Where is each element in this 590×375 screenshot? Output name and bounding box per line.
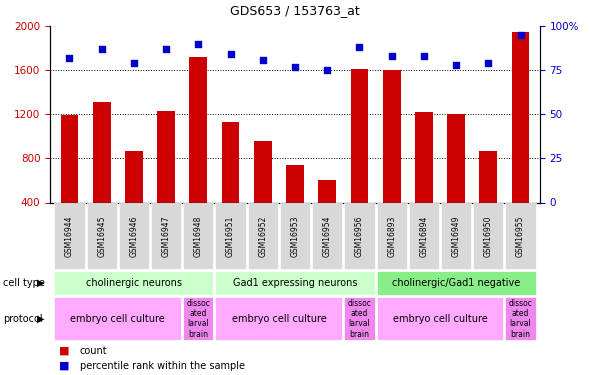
Point — [258, 57, 267, 63]
Bar — [280, 203, 310, 269]
Text: GSM16949: GSM16949 — [451, 216, 461, 257]
Bar — [254, 141, 271, 247]
Bar — [248, 203, 278, 269]
Text: GSM16954: GSM16954 — [323, 216, 332, 257]
Text: GSM16955: GSM16955 — [516, 216, 525, 257]
Point — [419, 53, 428, 59]
Text: GSM16953: GSM16953 — [290, 216, 300, 257]
Point — [484, 60, 493, 66]
Text: GSM16952: GSM16952 — [258, 216, 267, 257]
Text: count: count — [80, 346, 107, 355]
Bar — [473, 203, 503, 269]
Bar — [506, 297, 536, 340]
Bar — [376, 271, 536, 296]
Bar — [376, 203, 407, 269]
Point — [387, 53, 396, 59]
Bar — [345, 203, 375, 269]
Bar — [158, 111, 175, 247]
Text: percentile rank within the sample: percentile rank within the sample — [80, 361, 245, 370]
Point — [97, 46, 106, 52]
Text: cholinergic/Gad1 negative: cholinergic/Gad1 negative — [392, 278, 520, 288]
Text: GSM16945: GSM16945 — [97, 216, 106, 257]
Text: GSM16956: GSM16956 — [355, 216, 364, 257]
Text: GDS653 / 153763_at: GDS653 / 153763_at — [230, 4, 360, 17]
Bar — [87, 203, 117, 269]
Text: Gad1 expressing neurons: Gad1 expressing neurons — [232, 278, 358, 288]
Bar — [447, 114, 465, 247]
Text: dissoc
ated
larval
brain: dissoc ated larval brain — [348, 298, 371, 339]
Text: GSM16948: GSM16948 — [194, 216, 203, 257]
Bar — [119, 203, 149, 269]
Bar — [512, 32, 529, 247]
Bar — [61, 116, 78, 247]
Point — [451, 62, 461, 68]
Text: dissoc
ated
larval
brain: dissoc ated larval brain — [186, 298, 210, 339]
Bar — [383, 70, 401, 247]
Bar — [409, 203, 439, 269]
Bar — [222, 122, 240, 247]
Bar — [506, 203, 536, 269]
Text: embryo cell culture: embryo cell culture — [392, 314, 487, 324]
Bar — [215, 203, 245, 269]
Point — [323, 68, 332, 74]
Text: ■: ■ — [59, 361, 70, 370]
Bar — [376, 297, 503, 340]
Bar — [54, 297, 181, 340]
Bar — [54, 271, 214, 296]
Text: protocol: protocol — [3, 314, 42, 324]
Text: GSM16944: GSM16944 — [65, 216, 74, 257]
Text: GSM16893: GSM16893 — [387, 216, 396, 257]
Bar — [183, 297, 214, 340]
Point — [516, 32, 525, 38]
Bar — [345, 297, 375, 340]
Bar — [480, 151, 497, 247]
Text: GSM16951: GSM16951 — [226, 216, 235, 257]
Text: embryo cell culture: embryo cell culture — [70, 314, 165, 324]
Text: dissoc
ated
larval
brain: dissoc ated larval brain — [509, 298, 532, 339]
Point — [355, 44, 364, 50]
Bar — [93, 102, 110, 247]
Bar — [215, 297, 342, 340]
Bar — [125, 151, 143, 247]
Text: ▶: ▶ — [37, 314, 44, 324]
Text: GSM16947: GSM16947 — [162, 216, 171, 257]
Text: cholinergic neurons: cholinergic neurons — [86, 278, 182, 288]
Point — [226, 51, 235, 57]
Point — [65, 55, 74, 61]
Point — [194, 41, 203, 47]
Point — [129, 60, 139, 66]
Bar — [286, 165, 304, 247]
Text: embryo cell culture: embryo cell culture — [231, 314, 326, 324]
Text: ■: ■ — [59, 346, 70, 355]
Bar — [319, 180, 336, 247]
Bar — [189, 57, 207, 247]
Point — [290, 64, 300, 70]
Bar — [54, 203, 84, 269]
Bar — [415, 112, 432, 247]
Text: cell type: cell type — [3, 278, 45, 288]
Text: GSM16946: GSM16946 — [129, 216, 139, 257]
Point — [162, 46, 171, 52]
Bar — [215, 271, 375, 296]
Text: ▶: ▶ — [37, 278, 44, 288]
Bar — [183, 203, 214, 269]
Bar — [441, 203, 471, 269]
Bar — [312, 203, 342, 269]
Text: GSM16950: GSM16950 — [484, 216, 493, 257]
Bar — [350, 69, 368, 247]
Bar — [151, 203, 181, 269]
Text: GSM16894: GSM16894 — [419, 216, 428, 257]
